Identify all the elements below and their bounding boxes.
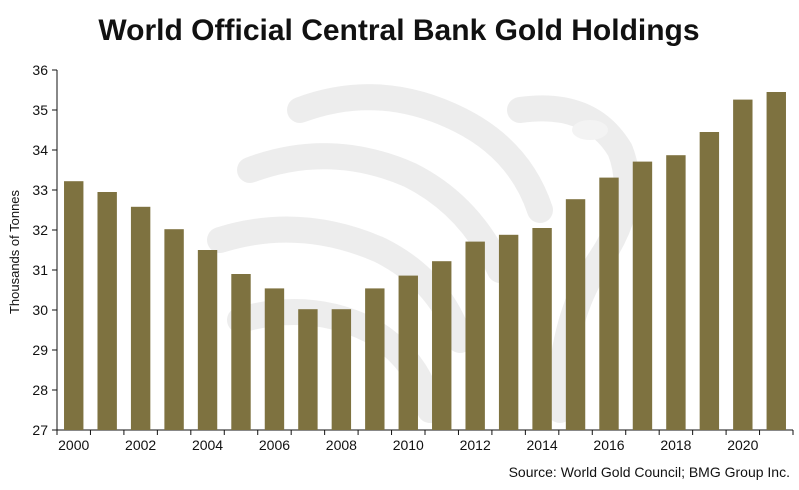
x-tick-label: 2014: [527, 437, 558, 453]
y-tick-label: 34: [32, 142, 48, 158]
bar-2002: [130, 206, 151, 430]
bar-2013: [498, 234, 519, 430]
y-tick-label: 28: [32, 382, 48, 398]
bar-2014: [532, 228, 552, 430]
bar-2001: [97, 192, 117, 430]
bar-2012: [465, 241, 485, 430]
y-axis-label: Thousands of Tonnes: [7, 189, 22, 314]
y-tick-label: 33: [32, 182, 48, 198]
x-tick-label: 2016: [593, 437, 624, 453]
x-tick-label: 2020: [727, 437, 758, 453]
bar-2019: [699, 132, 720, 430]
y-tick-label: 27: [32, 422, 48, 438]
x-tick-label: 2008: [326, 437, 357, 453]
bar-2015: [565, 199, 586, 430]
bar-2020: [733, 99, 753, 430]
bar-2007: [298, 309, 318, 430]
y-tick-label: 35: [32, 102, 48, 118]
x-ticks: 2000 2002 2004 2006 2008 2010 2012 2014 2016 2018…: [56, 430, 794, 453]
bar-2005: [231, 274, 251, 430]
y-tick-label: 36: [32, 62, 48, 78]
x-tick-label: 2004: [192, 437, 223, 453]
bar-2017: [632, 161, 653, 430]
x-tick-label: 2006: [259, 437, 290, 453]
x-tick-label: 2010: [393, 437, 424, 453]
x-tick-label: 2012: [460, 437, 491, 453]
x-tick-label: 2018: [660, 437, 691, 453]
x-tick-label: 2000: [58, 437, 89, 453]
bar-2003: [164, 229, 184, 430]
chart-title: World Official Central Bank Gold Holding…: [98, 14, 699, 47]
bar-2009: [365, 288, 385, 430]
bar-2010: [398, 275, 418, 430]
bar-2004: [197, 250, 218, 430]
bar-2021: [766, 92, 786, 430]
y-tick-label: 31: [32, 262, 48, 278]
bar-2008: [331, 309, 352, 430]
bar-2000: [64, 181, 84, 430]
source-note: Source: World Gold Council; BMG Group In…: [509, 464, 790, 480]
bar-2006: [264, 288, 285, 430]
bars: [64, 92, 786, 430]
y-ticks: 27 28 29 30 31 32 33 34 35 36: [32, 62, 57, 438]
bar-2018: [666, 155, 686, 430]
bar-2011: [432, 261, 452, 430]
y-tick-label: 30: [32, 302, 48, 318]
y-tick-label: 32: [32, 222, 48, 238]
x-tick-label: 2002: [125, 437, 156, 453]
bar-2016: [599, 177, 619, 430]
y-tick-label: 29: [32, 342, 48, 358]
